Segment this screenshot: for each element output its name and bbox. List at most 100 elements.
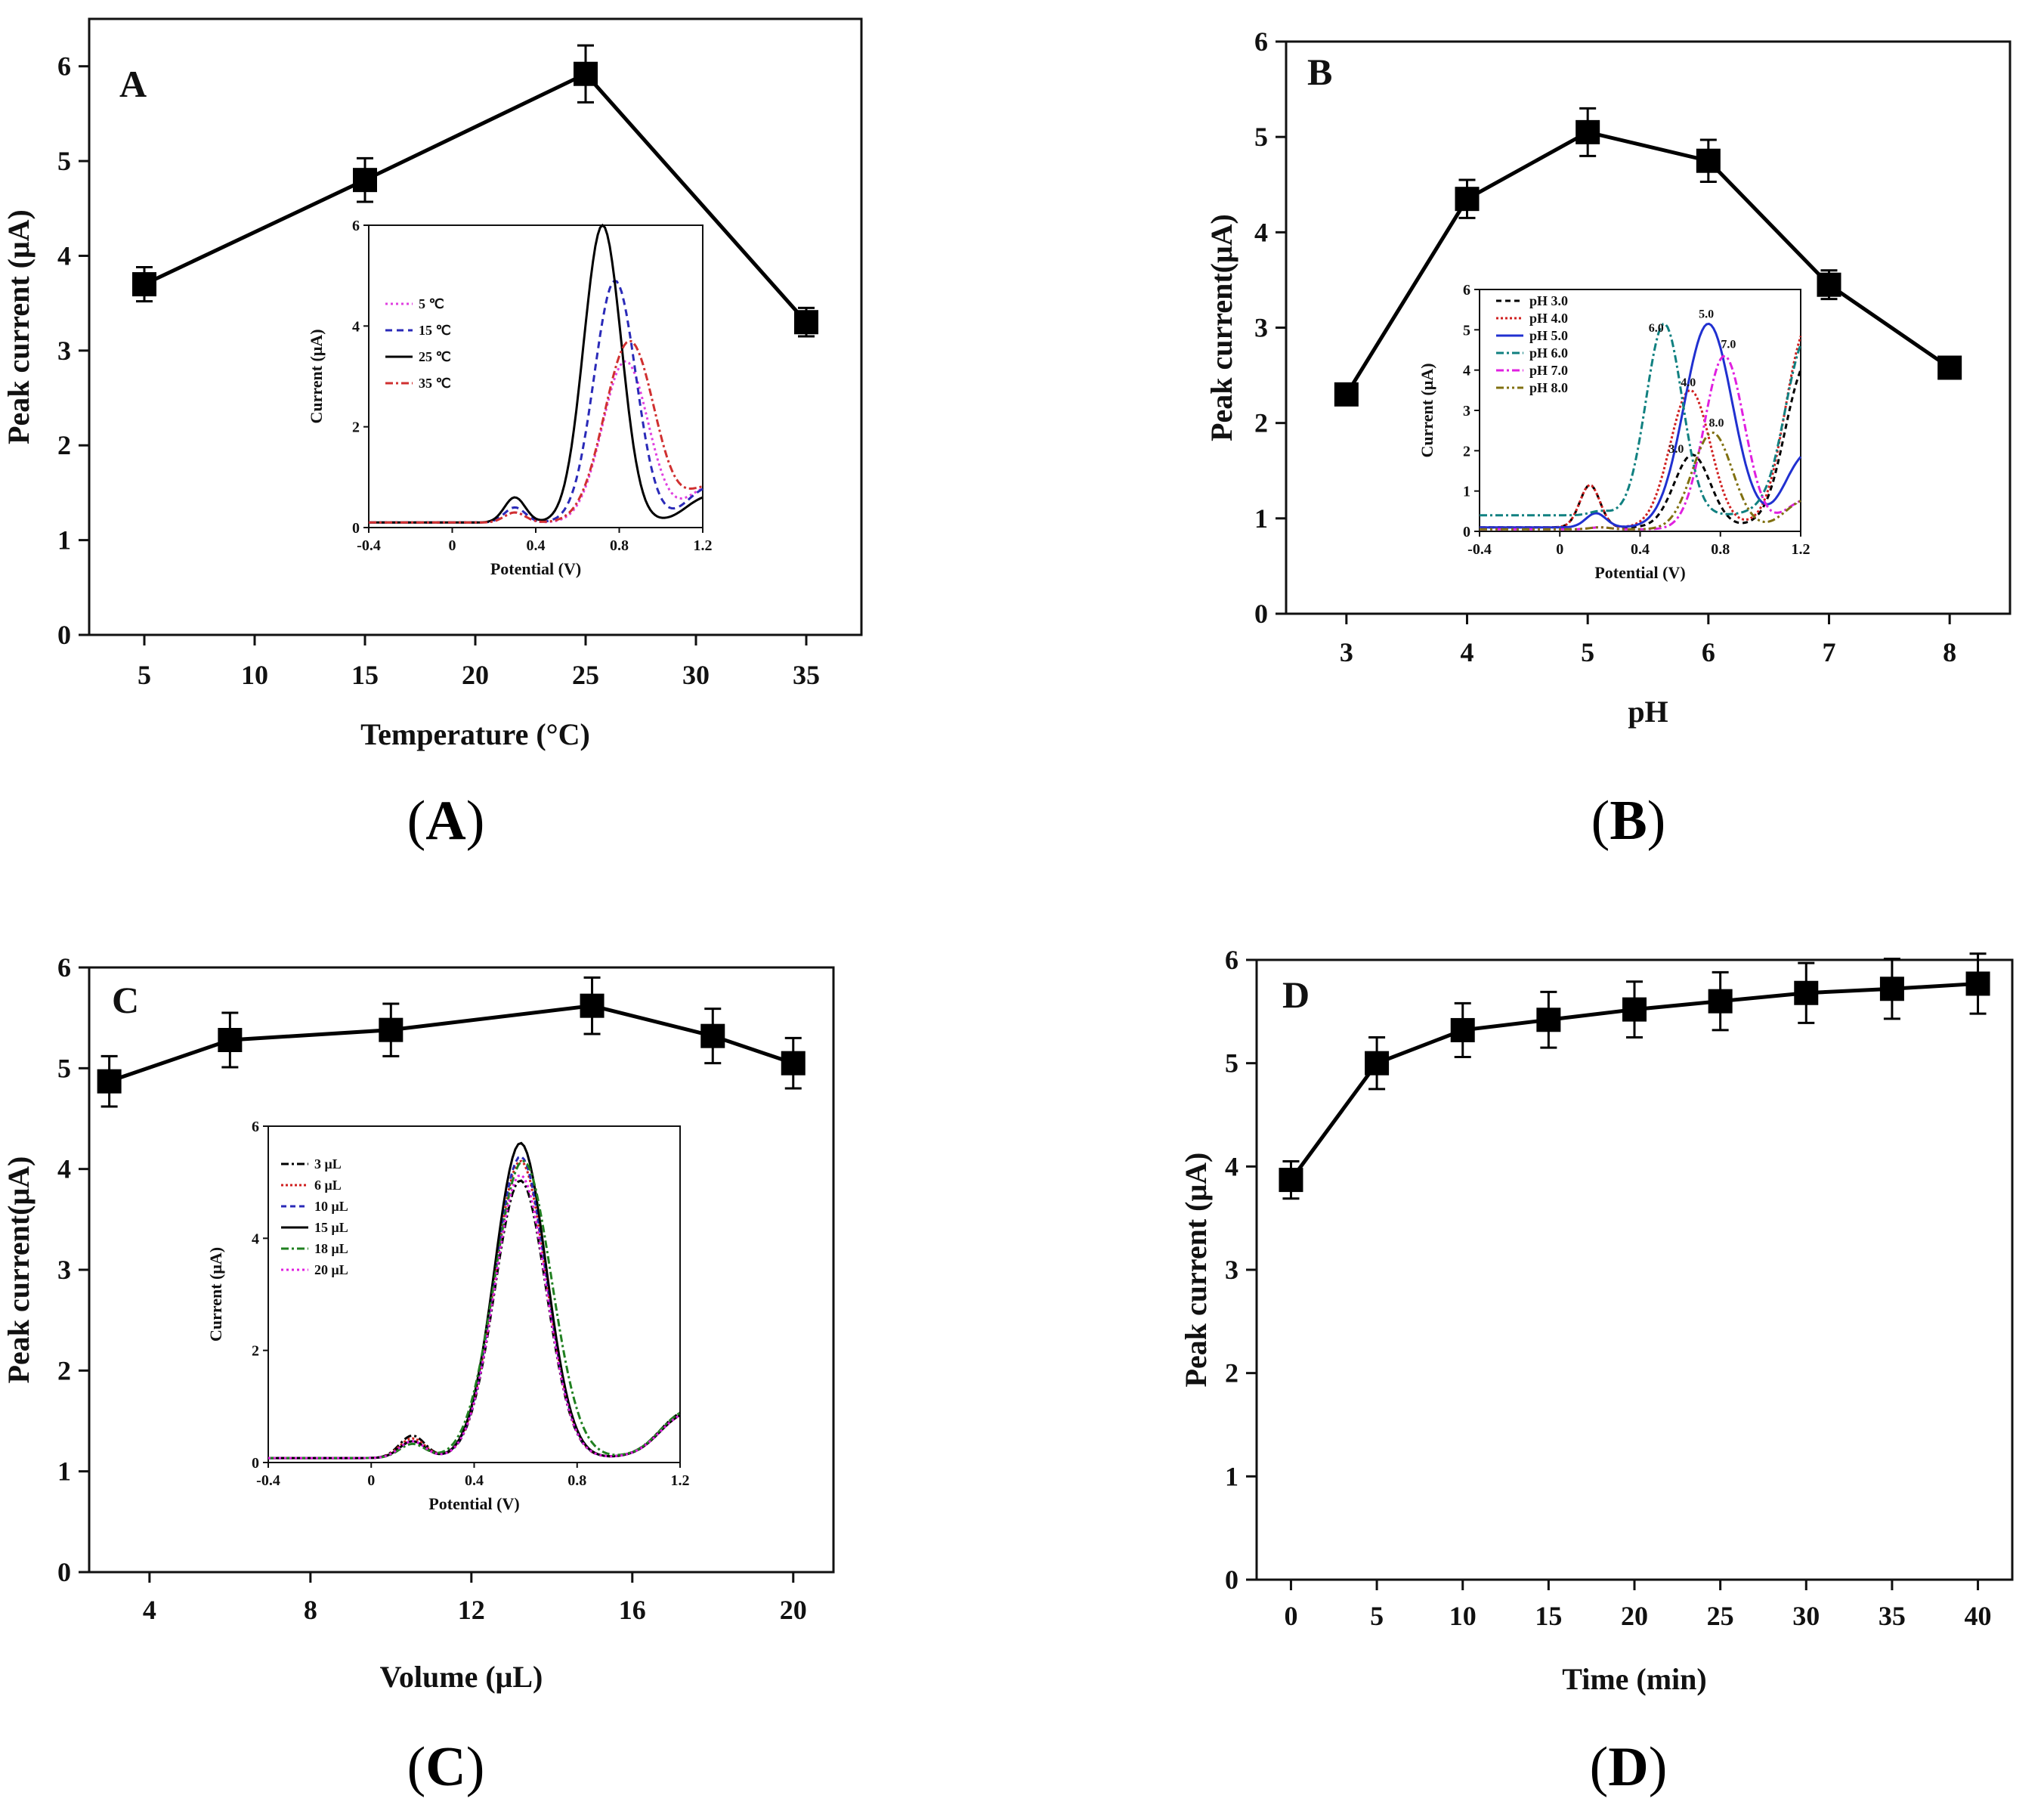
y-tick-label: 2 — [57, 1355, 71, 1385]
x-axis-title: Time (min) — [1562, 1662, 1706, 1696]
y-tick-label: 1 — [57, 1456, 71, 1487]
x-tick-label: 20 — [780, 1595, 807, 1625]
inset-y-tick-label: 1 — [1463, 484, 1470, 500]
data-point — [1622, 997, 1647, 1022]
data-line — [1344, 130, 1951, 396]
y-tick-label: 5 — [57, 1053, 71, 1083]
data-line — [108, 1004, 794, 1084]
x-tick-label: 3 — [1340, 637, 1353, 667]
x-axis-title: pH — [1628, 695, 1668, 729]
peak-label: 4.0 — [1681, 376, 1696, 389]
caption-c: (C) — [407, 1736, 485, 1798]
inset-series-curve — [268, 1174, 681, 1459]
inset-x-axis-title: Potential (V) — [490, 559, 581, 578]
legend-label: 15 μL — [314, 1220, 348, 1235]
data-point — [1696, 148, 1721, 173]
inset-y-tick-label: 0 — [352, 520, 360, 537]
legend-label: pH 8.0 — [1529, 380, 1568, 395]
y-tick-label: 1 — [1254, 503, 1268, 534]
peak-label: 8.0 — [1708, 416, 1724, 429]
legend-label: pH 5.0 — [1529, 328, 1568, 343]
y-tick-label: 3 — [57, 1255, 71, 1285]
inset-y-axis-title: Current (μA) — [1418, 363, 1436, 457]
y-tick-label: 1 — [57, 525, 71, 556]
data-line — [143, 71, 808, 323]
y-tick-label: 4 — [57, 240, 71, 271]
x-tick-label: 5 — [1581, 637, 1594, 667]
y-axis-title: Peak current(μA) — [2, 1156, 36, 1384]
y-tick-label: 0 — [57, 620, 71, 650]
inset-x-tick-label: 0.8 — [610, 537, 629, 554]
y-tick-label: 3 — [1225, 1255, 1238, 1285]
inset-frame — [267, 1125, 681, 1463]
data-point — [1794, 980, 1819, 1005]
panel-letter: A — [119, 63, 147, 105]
y-tick-label: 2 — [1254, 408, 1268, 438]
data-point — [1536, 1008, 1561, 1032]
x-tick-label: 20 — [462, 660, 489, 690]
inset-y-tick-label: 0 — [1463, 524, 1470, 540]
inset-y-tick-label: 4 — [252, 1230, 259, 1247]
inset-series-curve — [1480, 336, 1802, 529]
x-tick-label: 8 — [1943, 637, 1956, 667]
legend-label: 20 μL — [314, 1262, 348, 1277]
y-tick-label: 6 — [57, 952, 71, 983]
x-tick-label: 6 — [1702, 637, 1715, 667]
data-point — [1455, 187, 1480, 212]
y-tick-label: 5 — [1254, 122, 1268, 152]
legend-label: pH 3.0 — [1529, 293, 1568, 308]
panel-d: 0 1 2 3 4 5 6 0 5 10 15 20 25 30 35 40 Time (min) Peak cu… — [1179, 945, 2014, 1696]
data-point — [353, 168, 377, 193]
y-tick-label: 2 — [57, 430, 71, 460]
legend-label: 3 μL — [314, 1156, 342, 1172]
peak-label: 6.0 — [1649, 322, 1664, 335]
inset-y-tick-label: 4 — [352, 318, 360, 335]
x-tick-label: 4 — [143, 1595, 156, 1625]
x-tick-label: 7 — [1823, 637, 1836, 667]
y-tick-label: 0 — [1225, 1565, 1238, 1595]
peak-label: 7.0 — [1721, 338, 1736, 351]
panel-letter: D — [1282, 974, 1310, 1016]
inset-x-tick-label: 0 — [449, 537, 456, 554]
panel-b: 0 1 2 3 4 5 6 3 4 5 6 7 8 pH Peak current(μA) B 0 1 2 3 4 5 6 -… — [1204, 26, 2012, 729]
inset-x-tick-label: -0.4 — [357, 537, 381, 554]
data-point — [700, 1023, 725, 1048]
inset-frame — [1479, 289, 1801, 532]
y-tick-label: 0 — [1254, 599, 1268, 629]
inset-x-tick-label: 0 — [1556, 541, 1563, 558]
data-point — [97, 1069, 122, 1094]
inset-y-tick-label: 3 — [1463, 403, 1470, 419]
inset-y-axis-title: Current (μA) — [307, 329, 326, 423]
panel-letter: B — [1307, 51, 1332, 93]
caption-d: (D) — [1590, 1736, 1668, 1798]
y-tick-label: 6 — [1225, 945, 1238, 975]
x-tick-label: 20 — [1621, 1601, 1648, 1631]
inset-y-tick-label: 2 — [252, 1343, 259, 1360]
y-tick-label: 0 — [57, 1557, 71, 1587]
inset-series-curve — [369, 223, 703, 524]
x-tick-label: 15 — [351, 660, 379, 690]
inset-y-tick-label: 6 — [1463, 282, 1470, 299]
inset-x-tick-label: 1.2 — [694, 537, 713, 554]
x-tick-label: 5 — [1370, 1601, 1384, 1631]
inset-x-tick-label: 0.8 — [1711, 541, 1730, 558]
data-point — [574, 61, 598, 86]
data-point — [1450, 1017, 1475, 1042]
x-tick-label: 15 — [1535, 1601, 1562, 1631]
y-tick-label: 6 — [57, 51, 71, 82]
inset-series-curve — [1480, 432, 1801, 531]
data-point — [132, 272, 156, 297]
inset-y-axis-title: Current (μA) — [206, 1247, 225, 1342]
legend-label: 35 ℃ — [419, 376, 451, 391]
y-tick-label: 4 — [57, 1154, 71, 1184]
x-tick-label: 40 — [1965, 1601, 1992, 1631]
data-point — [1937, 355, 1962, 380]
x-tick-label: 16 — [619, 1595, 646, 1625]
inset-series-curve — [268, 1159, 681, 1459]
legend-label: 25 ℃ — [419, 349, 451, 364]
data-point — [1879, 977, 1904, 1001]
x-tick-label: 25 — [572, 660, 599, 690]
legend-label: pH 6.0 — [1529, 345, 1568, 361]
x-tick-label: 10 — [241, 660, 268, 690]
inset-series-curve — [1480, 322, 1802, 529]
